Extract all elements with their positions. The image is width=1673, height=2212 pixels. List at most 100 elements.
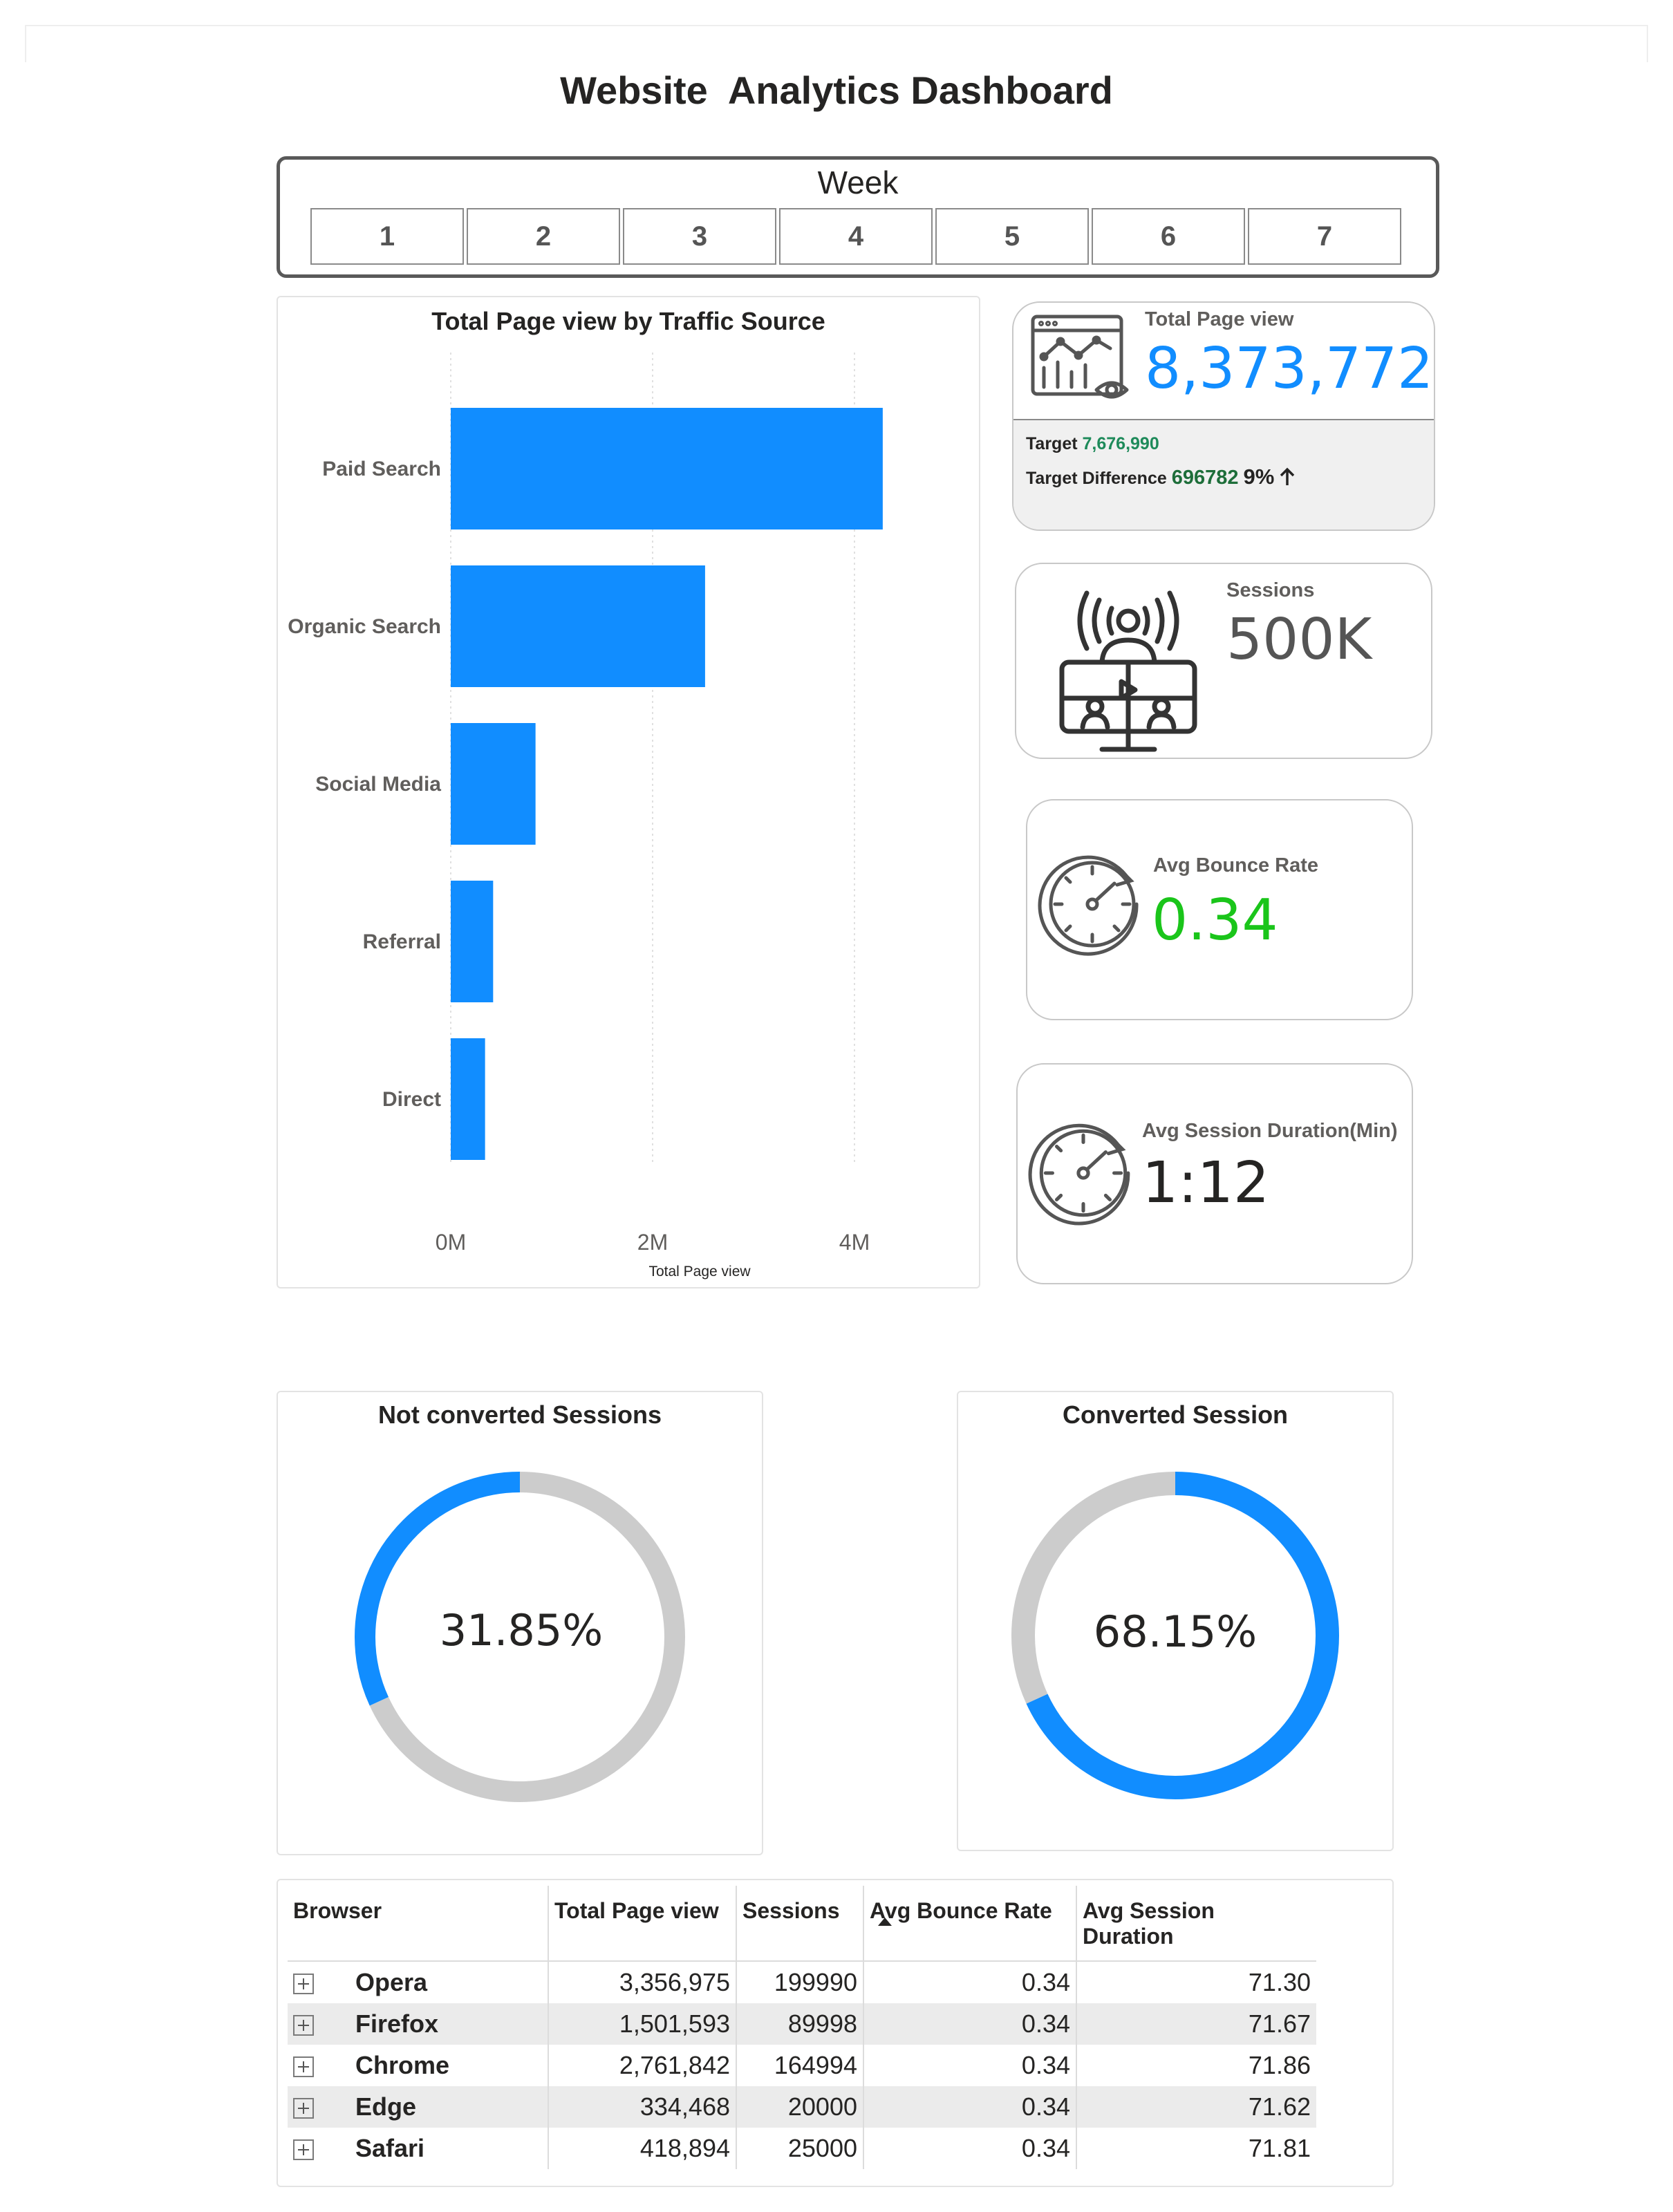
browser-cell: Chrome (288, 2045, 549, 2086)
category-label: Social Media (315, 773, 441, 796)
kpi-target-value: 7,676,990 (1082, 434, 1159, 453)
page-view-cell: 418,894 (548, 2128, 737, 2169)
table-row: Opera 3,356,975 199990 0.34 71.30 (288, 1961, 1316, 2003)
donut-slice[interactable] (355, 1472, 685, 1802)
expand-icon[interactable] (293, 2056, 314, 2078)
page-view-cell: 334,468 (548, 2086, 737, 2128)
session-duration-cell: 71.86 (1248, 2051, 1311, 2079)
week-option-2[interactable]: 2 (467, 208, 620, 265)
column-header-bounce-rate-label: Avg Bounce Rate (870, 1898, 1052, 1923)
stopwatch-icon (1028, 1123, 1130, 1226)
page-view-cell: 2,761,842 (548, 2045, 737, 2086)
kpi-duration-value: 1:12 (1142, 1150, 1270, 1216)
page-view-cell: 1,501,593 (548, 2003, 737, 2045)
week-option-6[interactable]: 6 (1092, 208, 1245, 265)
kpi-target-row: Target 7,676,990 (1026, 434, 1159, 454)
category-label: Referral (363, 930, 441, 953)
kpi-total-page-view-card: Total Page view 8,373,772 Target 7,676,9… (1012, 301, 1435, 531)
bounce-rate-cell: 0.34 (863, 2128, 1077, 2169)
expand-icon[interactable] (293, 2139, 314, 2161)
table-row: Chrome 2,761,842 164994 0.34 71.86 (288, 2045, 1316, 2086)
kpi-bounce-label: Avg Bounce Rate (1153, 854, 1319, 877)
kpi-page-view-label: Total Page view (1145, 308, 1294, 330)
column-header-bounce-rate[interactable]: Avg Bounce Rate (863, 1886, 1077, 1962)
session-duration-cell: 71.81 (1248, 2134, 1311, 2162)
traffic-source-bar-svg: 0M 2M 4M Paid Search Organic Search Social Me… (288, 353, 883, 1280)
session-duration-cell: 71.67 (1076, 2003, 1316, 2045)
donut-center-label: 31.85% (439, 1605, 604, 1656)
column-header-session-duration[interactable]: Avg Session Duration (1076, 1886, 1316, 1962)
browser-name: Firefox (355, 2009, 439, 2038)
browser-table-panel: Browser Total Page view Sessions Avg Bou… (277, 1879, 1394, 2187)
bar[interactable] (451, 1038, 485, 1160)
sessions-cell: 164994 (736, 2045, 864, 2086)
week-option-7[interactable]: 7 (1248, 208, 1401, 265)
kpi-target-label: Target (1026, 434, 1078, 453)
column-header-sessions[interactable]: Sessions (736, 1886, 864, 1962)
category-label: Paid Search (322, 458, 441, 480)
kpi-bounce-rate-card: Avg Bounce Rate 0.34 (1026, 799, 1413, 1020)
canvas-border (25, 25, 1648, 62)
traffic-source-chart[interactable]: Total Page view by Traffic Source 0M 2M 4M… (277, 296, 980, 1288)
week-slicer-title: Week (817, 165, 899, 200)
bounce-rate-cell: 0.34 (863, 2003, 1077, 2045)
dashboard-title: Website Analytics Dashboard (560, 68, 1113, 112)
week-option-4[interactable]: 4 (779, 208, 933, 265)
x-axis-label: Total Page view (648, 1264, 751, 1280)
converted-donut-svg (1011, 1472, 1339, 1799)
bounce-rate-cell: 0.34 (863, 2045, 1077, 2086)
stopwatch-icon (1038, 855, 1139, 956)
sessions-cell: 89998 (736, 2003, 864, 2045)
donut-slice[interactable] (1011, 1472, 1339, 1799)
sessions-cell: 25000 (736, 2128, 864, 2169)
bar[interactable] (451, 408, 883, 529)
browser-cell: Opera (288, 1961, 549, 2003)
kpi-session-duration-card: Avg Session Duration(Min) 1:12 (1016, 1063, 1413, 1284)
donut-title: Not converted Sessions (377, 1400, 662, 1429)
browser-name: Edge (355, 2092, 417, 2121)
browser-cell: Firefox (288, 2003, 549, 2045)
converted-session-donut[interactable]: Converted Session 68.15% (957, 1391, 1394, 1851)
chart-title: Total Page view by Traffic Source (431, 307, 825, 335)
table-row: Firefox 1,501,593 89998 0.34 71.67 (288, 2003, 1316, 2045)
kpi-bounce-value: 0.34 (1152, 888, 1278, 953)
arrow-up-icon (1280, 467, 1295, 485)
expand-icon[interactable] (293, 2015, 314, 2036)
page-view-cell: 3,356,975 (548, 1961, 737, 2003)
kpi-target-diff-row: Target Difference 696782 9% (1026, 465, 1296, 489)
bounce-rate-cell: 0.34 (863, 2086, 1077, 2128)
sessions-cell: 20000 (736, 2086, 864, 2128)
browser-cell: Safari (288, 2128, 549, 2169)
x-tick-label: 2M (637, 1230, 668, 1255)
kpi-duration-label: Avg Session Duration(Min) (1142, 1120, 1398, 1142)
sessions-cell: 199990 (736, 1961, 864, 2003)
kpi-sessions-value: 500K (1226, 607, 1372, 673)
bar[interactable] (451, 565, 705, 687)
kpi-target-strip (1013, 419, 1434, 529)
browser-name: Safari (355, 2134, 425, 2162)
week-option-5[interactable]: 5 (935, 208, 1089, 265)
session-duration-cell: 71.62 (1076, 2086, 1316, 2128)
column-header-page-view[interactable]: Total Page view (548, 1886, 737, 1962)
browser-name: Opera (355, 1968, 428, 1996)
kpi-sessions-card: Sessions 500K (1015, 563, 1432, 759)
category-label: Organic Search (288, 615, 441, 638)
week-option-3[interactable]: 3 (623, 208, 776, 265)
kpi-diff-label: Target Difference (1026, 469, 1167, 488)
browser-cell: Edge (288, 2086, 549, 2128)
expand-icon[interactable] (293, 1974, 314, 1995)
table-row: Edge 334,468 20000 0.34 71.62 (288, 2086, 1316, 2128)
sort-ascending-icon (878, 1918, 892, 1926)
week-slicer: Week 1 2 3 4 5 6 7 (277, 156, 1439, 278)
bar[interactable] (451, 881, 494, 1002)
donut-title: Converted Session (1062, 1400, 1289, 1429)
table-row: Safari 418,894 25000 0.34 71.81 (288, 2128, 1316, 2169)
column-header-browser[interactable]: Browser (288, 1886, 549, 1962)
expand-icon[interactable] (293, 2098, 314, 2119)
bar[interactable] (451, 723, 536, 845)
not-converted-sessions-donut[interactable]: Not converted Sessions 31.85% (277, 1391, 763, 1855)
analytics-monitor-icon (1031, 315, 1129, 399)
category-label: Direct (382, 1088, 441, 1111)
donut-center-label: 68.15% (1093, 1606, 1258, 1657)
week-option-1[interactable]: 1 (310, 208, 464, 265)
